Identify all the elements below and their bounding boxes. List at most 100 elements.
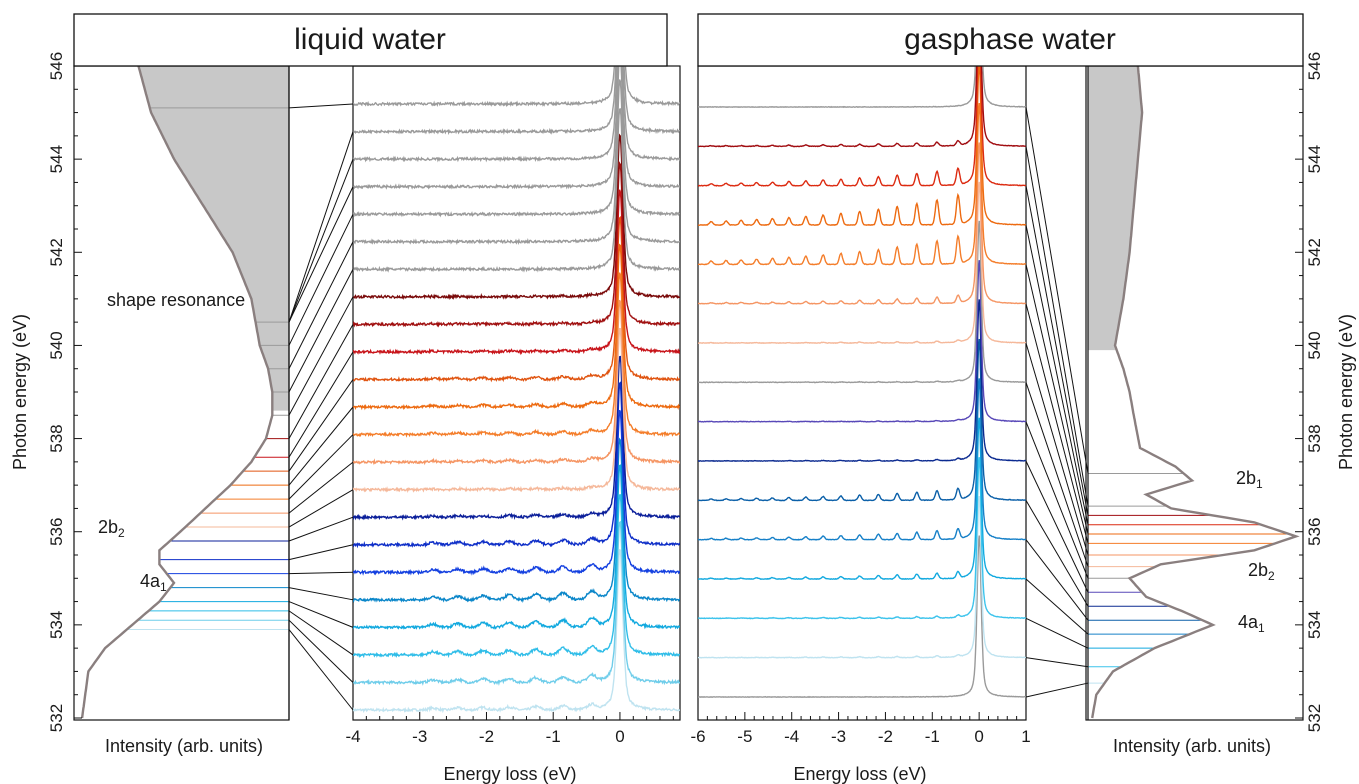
rixs-trace [698,260,1026,423]
absorption-curve [80,65,274,719]
connector-line [1025,539,1089,621]
energy-loss-tick-label: -4 [784,727,799,746]
connector-line [1025,617,1089,649]
connector-line [288,186,354,323]
connector-line [1025,578,1089,635]
energy-tick-label: 538 [1305,424,1324,452]
rixs-trace [698,181,1026,345]
right-4a1-text: 4a [1238,612,1259,632]
energy-tick-label: 542 [47,238,66,266]
connector-line [1025,342,1089,556]
connector-line [288,610,354,656]
rixs-trace [353,66,680,163]
energy-tick-label: 546 [1305,52,1324,80]
connector-line [288,544,354,561]
shape-resonance-fill [138,66,289,411]
rixs-trace [353,437,680,604]
rixs-trace [353,243,680,411]
energy-tick-label: 544 [47,145,66,173]
connector-line [288,434,354,500]
energy-tick-label: 534 [47,611,66,639]
connector-line [288,158,354,323]
connector-line [288,269,354,393]
left-header-title: liquid water [294,23,446,56]
connector-line [288,131,354,323]
energy-tick-label: 536 [1305,518,1324,546]
connector-line [1025,460,1089,593]
rixs-trace [698,495,1026,659]
rixs-trace [353,66,680,190]
energy-tick-label: 532 [1305,704,1324,732]
energy-tick-label: 536 [47,518,66,546]
right-4a1-sub: 1 [1258,621,1265,635]
liquid-rixs-frame [352,65,681,721]
energy-tick-label: 544 [1305,145,1324,173]
rixs-trace [698,66,1026,187]
energy-tick-label: 540 [47,331,66,359]
energy-loss-tick-label: 0 [615,727,624,746]
connector-line [1025,303,1089,544]
left-4a1-label: 4a1 [140,571,167,594]
energy-tick-label: 538 [47,424,66,452]
right-y-axis-label: Photon energy (eV) [1336,314,1356,470]
connector-line [288,296,354,416]
connector-line [288,351,354,458]
shape-resonance-label: shape resonance [107,290,245,310]
energy-loss-tick-label: 1 [1021,727,1030,746]
left-4a1-text: 4a [140,571,161,591]
energy-loss-tick-label: -5 [737,727,752,746]
rixs-trace [698,338,1026,502]
liquid-rixs-panel: -4 -3 -2 -1 0 [345,65,681,746]
rixs-trace [698,378,1026,541]
rixs-trace [353,299,680,466]
left-y-axis-label: Photon energy (eV) [10,314,30,470]
connector-line [288,461,354,514]
left-x-axis-label: Energy loss (eV) [443,764,576,784]
rixs-trace [353,79,680,246]
right-2b1-text: 2b [1236,468,1256,488]
right-2b1-label: 2b1 [1236,468,1263,491]
connector-line [1025,264,1089,535]
right-2b1-sub: 1 [1256,477,1263,491]
connector-line [288,619,354,683]
rixs-trace [353,272,680,438]
energy-loss-tick-label: -2 [479,727,494,746]
left-header-box [73,13,668,67]
absorption-curve [1091,65,1300,719]
shape-resonance-fill [1088,66,1143,351]
right-intensity-label: Intensity (arb. units) [1113,736,1271,756]
rixs-trace [698,535,1026,699]
energy-loss-tick-label: -6 [690,727,705,746]
right-4a1-label: 4a1 [1238,612,1265,635]
rixs-trace [353,355,680,521]
right-header-title: gasphase water [904,23,1116,56]
energy-loss-tick-label: -3 [831,727,846,746]
rixs-trace [353,66,680,136]
right-2b2-sub: 2 [1268,569,1275,583]
energy-loss-tick-label: -2 [878,727,893,746]
energy-tick-label: 542 [1305,238,1324,266]
left-2b2-text: 2b [98,517,118,537]
energy-tick-label: 534 [1305,611,1324,639]
connector-line [1025,106,1089,474]
left-2b2-sub: 2 [118,526,125,540]
rixs-trace [353,108,680,273]
left-intensity-label: Intensity (arb. units) [105,736,263,756]
gas-absorption-panel: 532 534 536 538 540 542 544 546 [1085,52,1324,732]
liquid-absorption-panel: 532 534 536 538 540 542 544 546 [47,52,290,732]
connector-line [288,241,354,369]
connector-line [1025,146,1089,507]
liquid-rixs-traces [353,66,680,714]
connector-line [1025,185,1089,516]
connector-line [288,587,354,601]
energy-tick-label: 532 [47,704,66,732]
connector-line [1025,682,1089,698]
rixs-trace [353,66,680,218]
rixs-trace [698,220,1026,384]
energy-tick-label: 546 [47,52,66,80]
connector-line [1025,382,1089,567]
connector-line [288,601,354,628]
connector-line [288,629,354,711]
rixs-trace [353,133,680,301]
